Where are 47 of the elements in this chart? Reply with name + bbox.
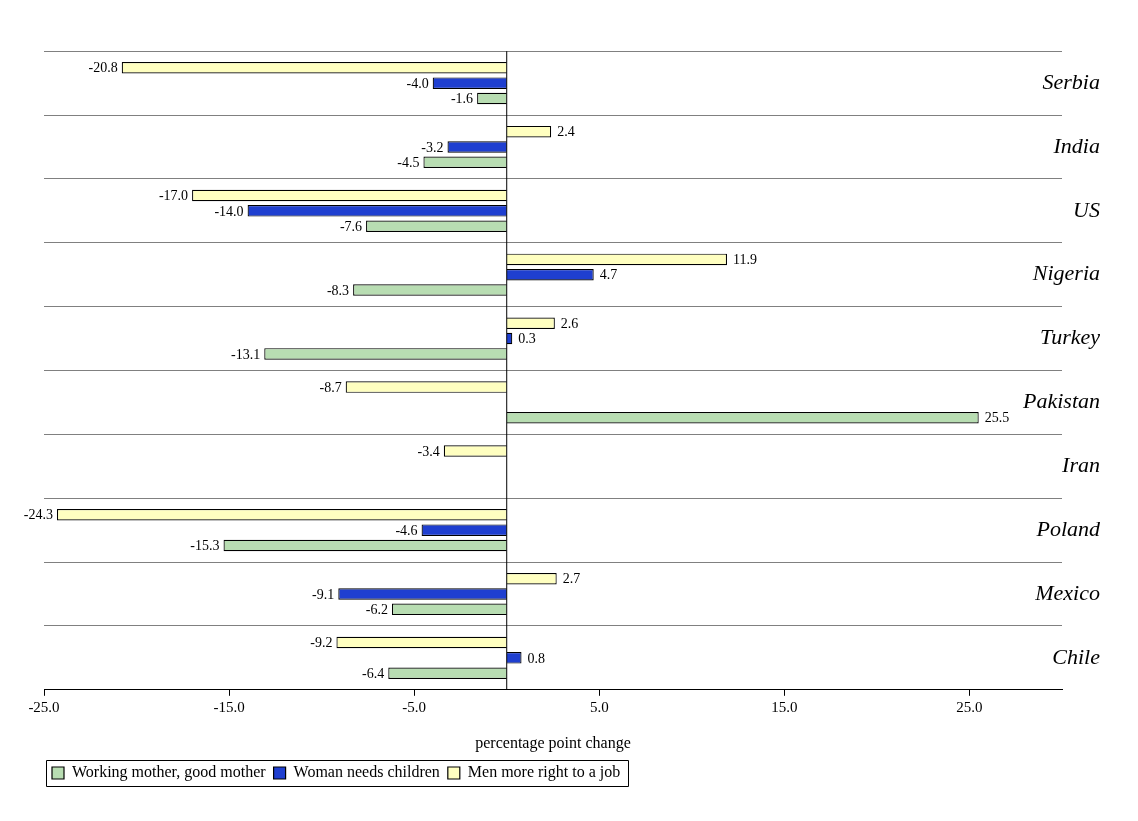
- y-tick-label: Mexico: [1034, 579, 1100, 605]
- x-tick-label: -15.0: [213, 698, 245, 715]
- data-label: -3.4: [417, 443, 440, 459]
- data-label: -9.2: [310, 635, 333, 651]
- y-tick-label: Chile: [1052, 643, 1101, 669]
- data-label: -1.6: [450, 91, 474, 107]
- data-label: 2.4: [557, 124, 575, 140]
- data-label: -14.0: [214, 203, 244, 219]
- y-tick-label: Serbia: [1042, 68, 1100, 94]
- x-tick-label: -25.0: [28, 698, 60, 715]
- data-label: -3.2: [421, 139, 444, 155]
- y-tick-label: US: [1073, 196, 1100, 222]
- y-tick-label: India: [1052, 132, 1100, 158]
- y-tick-label: Iran: [1061, 452, 1100, 478]
- y-tick-label: Turkey: [1040, 324, 1101, 350]
- data-label: -17.0: [158, 188, 189, 204]
- x-tick-label: 15.0: [771, 698, 798, 715]
- data-label: 11.9: [732, 252, 757, 268]
- data-label: -24.3: [23, 507, 53, 523]
- y-tick-label: Poland: [1035, 515, 1101, 541]
- data-label: -9.1: [312, 586, 335, 602]
- x-tick-label: 25.0: [956, 698, 983, 715]
- x-axis-title: percentage point change: [475, 733, 631, 752]
- data-label: -7.6: [339, 218, 363, 234]
- data-label: -6.2: [365, 602, 388, 618]
- data-label: 25.5: [984, 410, 1010, 426]
- data-label: -4.0: [406, 75, 429, 91]
- legend-label: Men more right to a job: [467, 763, 621, 782]
- legend-label: Working mother, good mother: [72, 763, 267, 782]
- x-tick-label: -5.0: [402, 698, 427, 715]
- data-label: 4.7: [599, 267, 618, 283]
- data-label: -4.6: [395, 522, 418, 538]
- data-label: 0.8: [527, 650, 546, 666]
- data-label: -15.3: [190, 538, 220, 554]
- data-label: 2.6: [560, 315, 579, 331]
- data-label: -13.1: [231, 346, 261, 362]
- y-tick-label: Nigeria: [1031, 260, 1100, 286]
- data-label: 0.3: [518, 331, 536, 347]
- legend-label: Woman needs children: [293, 763, 440, 781]
- data-label: 2.7: [562, 571, 581, 587]
- data-label: -6.4: [362, 665, 385, 681]
- data-label: -8.3: [326, 282, 350, 298]
- data-label: -20.8: [88, 60, 118, 76]
- data-label: -8.7: [319, 379, 342, 395]
- y-tick-label: Pakistan: [1022, 388, 1100, 414]
- data-label: -4.5: [397, 154, 420, 170]
- x-tick-label: 5.0: [589, 698, 609, 715]
